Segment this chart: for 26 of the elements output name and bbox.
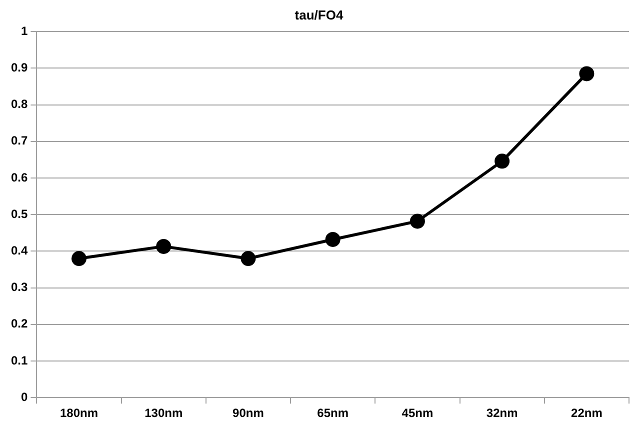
y-tick-label: 0 bbox=[20, 390, 28, 404]
point bbox=[410, 214, 425, 229]
y-tick-label: 1 bbox=[20, 24, 28, 38]
point bbox=[240, 251, 256, 266]
x-tick-label: 22nm bbox=[571, 406, 602, 420]
y-tick-label: 0.1 bbox=[10, 353, 28, 368]
y-tick-label: 0.4 bbox=[10, 244, 28, 258]
point bbox=[325, 232, 340, 247]
point bbox=[156, 238, 172, 254]
x-tick-label: 180nm bbox=[60, 406, 98, 420]
x-tick-label: 32nm bbox=[486, 406, 518, 420]
y-tick-label: 0.7 bbox=[10, 134, 28, 148]
chart-title: tau/FO4 bbox=[294, 7, 344, 22]
y-tick-label: 0.6 bbox=[10, 170, 28, 184]
y-tick-label: 0.5 bbox=[10, 206, 28, 221]
x-tick-label: 90nm bbox=[232, 406, 264, 420]
y-tick-label: 0.9 bbox=[10, 60, 28, 75]
y-tick-label: 0.2 bbox=[10, 316, 28, 331]
y-tick-label: 0.3 bbox=[10, 280, 28, 294]
x-tick-label: 45nm bbox=[402, 406, 434, 420]
x-tick-label: 65nm bbox=[317, 406, 349, 420]
y-tick-label: 0.8 bbox=[10, 97, 28, 112]
x-tick-label: 130nm bbox=[144, 406, 183, 420]
point bbox=[71, 251, 86, 266]
point bbox=[494, 154, 510, 169]
point bbox=[579, 66, 594, 82]
